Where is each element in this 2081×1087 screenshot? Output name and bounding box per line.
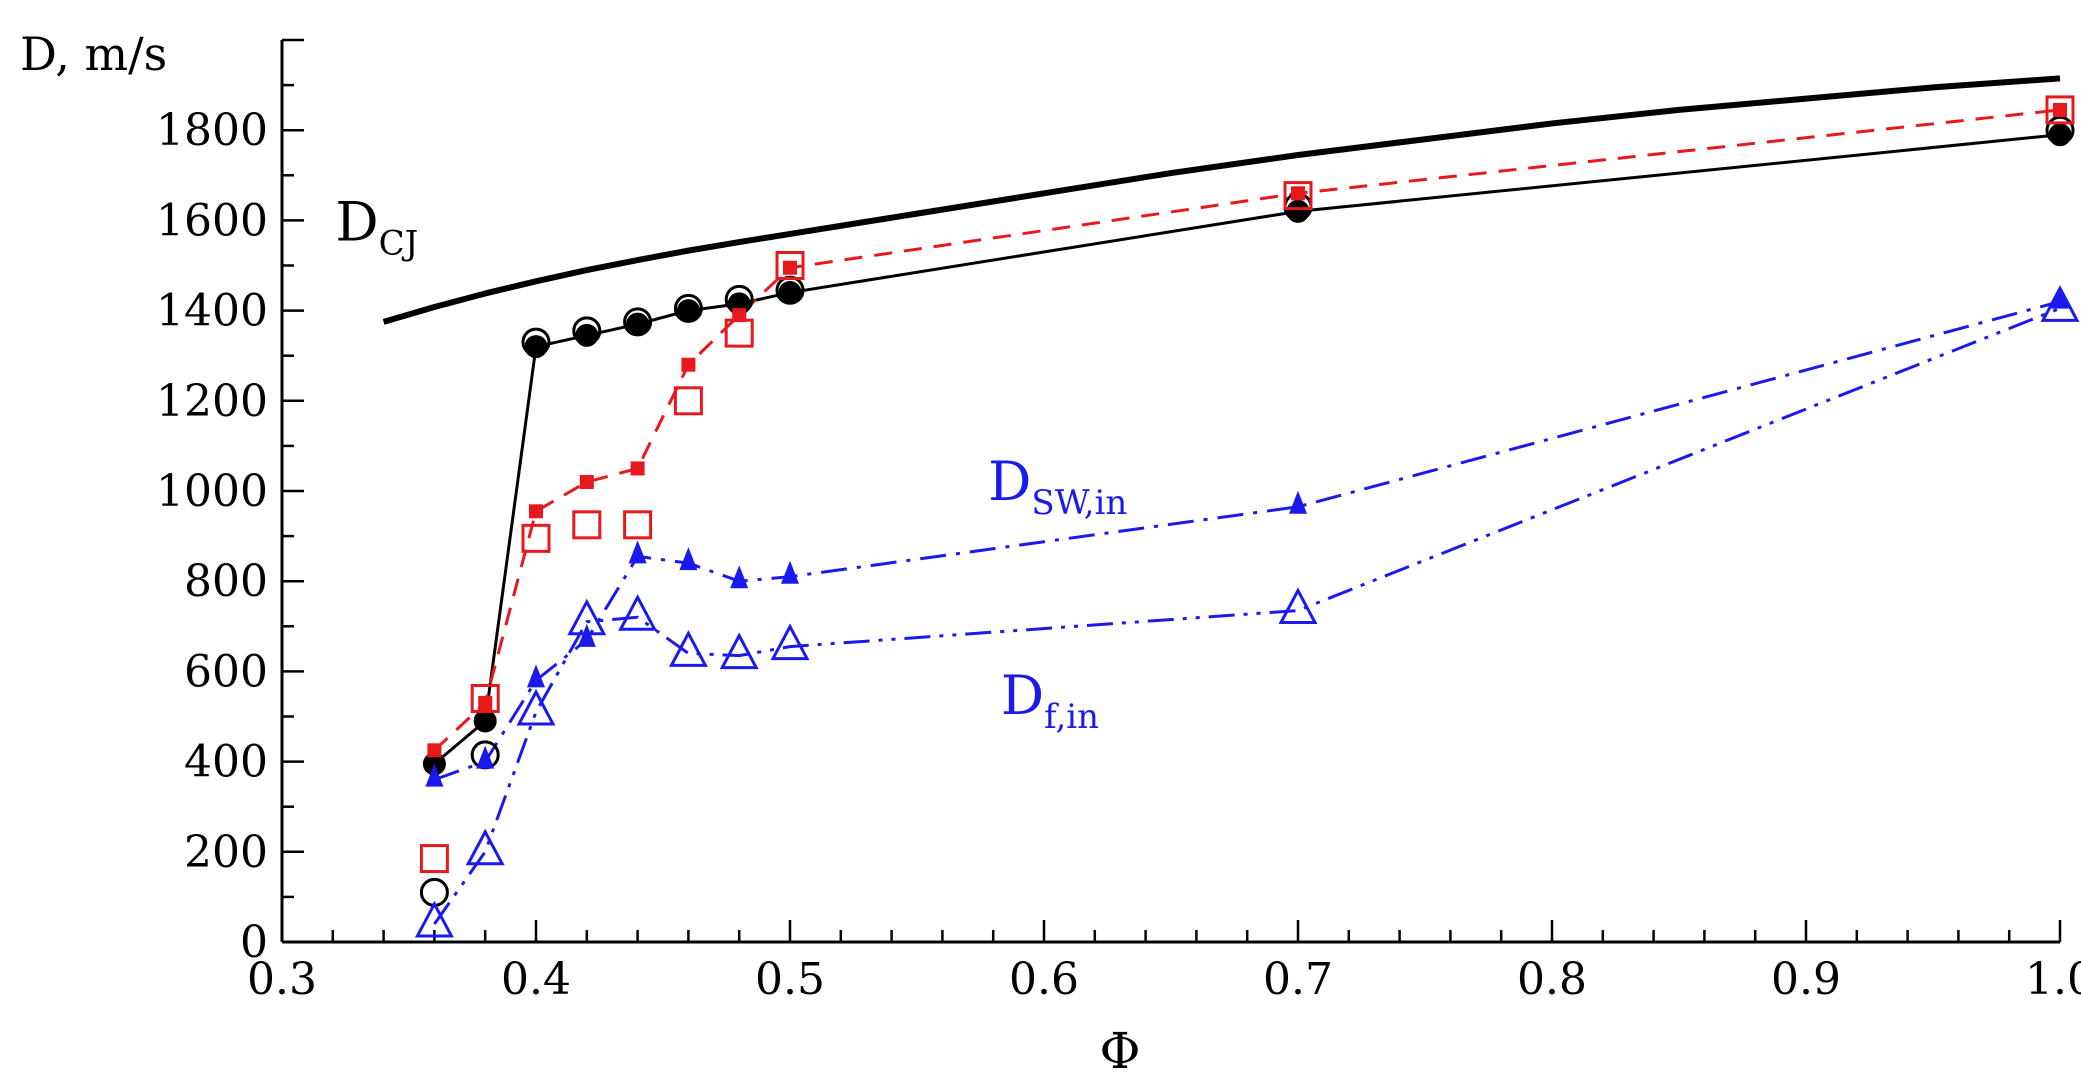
markers-group bbox=[414, 95, 2080, 938]
data-point-open-triangle bbox=[465, 828, 505, 866]
data-point-open-circle bbox=[572, 316, 602, 346]
data-point-open-square bbox=[2045, 95, 2075, 125]
series-line-d-sw-in bbox=[433, 300, 2061, 782]
y-tick-label: 1200 bbox=[156, 376, 268, 427]
data-point-open-circle bbox=[2045, 115, 2075, 145]
annotation-dcj: DCJ bbox=[335, 191, 418, 264]
data-point-open-square bbox=[470, 683, 500, 713]
annotation-dfin-subscript: f,in bbox=[1044, 697, 1099, 737]
data-point-filled-triangle bbox=[2051, 285, 2069, 309]
series-line-d-cj bbox=[382, 75, 2061, 325]
x-tick-label: 0.6 bbox=[1009, 954, 1079, 1005]
data-point-filled-triangle bbox=[628, 540, 647, 564]
annotation-dcj-subscript: CJ bbox=[379, 224, 419, 264]
axes-group: 0 200 400 600 800 1000 1200 1400 1600 1800 0.3 0.4 0… bbox=[156, 38, 2081, 1005]
data-point-filled-triangle bbox=[781, 560, 799, 584]
data-point-filled-triangle bbox=[679, 547, 698, 571]
annotation-dsw: DSW,in bbox=[988, 450, 1127, 523]
y-axis-label: D, m/s bbox=[20, 27, 167, 81]
data-point-open-circle bbox=[623, 307, 653, 337]
series-group bbox=[382, 75, 2061, 925]
data-point-open-triangle bbox=[770, 623, 810, 661]
y-tick-label: 600 bbox=[184, 646, 268, 697]
data-point-filled-square bbox=[427, 743, 442, 758]
data-point-open-triangle bbox=[1278, 587, 1318, 625]
data-point-filled-square bbox=[579, 474, 594, 489]
data-point-filled-square bbox=[681, 357, 696, 372]
series-line-d-f-in bbox=[433, 306, 2061, 925]
data-point-open-triangle bbox=[719, 632, 759, 670]
data-point-open-square bbox=[623, 510, 653, 540]
y-tick-label: 0 bbox=[240, 917, 268, 968]
data-point-filled-triangle bbox=[730, 565, 749, 589]
x-tick-label: 0.3 bbox=[247, 954, 317, 1005]
data-point-filled-square bbox=[2053, 102, 2067, 117]
series-line-red-filled-dashed bbox=[433, 108, 2061, 752]
annotation-dfin-main: D bbox=[1001, 664, 1044, 727]
data-point-filled-triangle bbox=[527, 664, 545, 688]
data-point-open-square bbox=[521, 523, 551, 553]
y-tick-label: 400 bbox=[184, 737, 268, 788]
data-point-filled-square bbox=[1291, 186, 1305, 201]
data-point-open-triangle bbox=[618, 594, 658, 631]
series-line-black-filled-solid bbox=[433, 133, 2061, 766]
data-point-filled-square bbox=[478, 695, 493, 710]
data-point-filled-square bbox=[630, 461, 645, 476]
y-tick-label: 1600 bbox=[156, 195, 268, 246]
data-point-filled-triangle bbox=[425, 763, 444, 787]
y-tick-label: 200 bbox=[184, 827, 268, 878]
data-point-filled-triangle bbox=[577, 623, 596, 647]
y-tick-label: 1400 bbox=[156, 286, 268, 337]
y-tick-label: 800 bbox=[184, 556, 268, 607]
data-point-filled-triangle bbox=[476, 745, 495, 769]
data-point-filled-square bbox=[783, 260, 797, 275]
data-point-open-triangle bbox=[516, 688, 556, 726]
data-point-open-triangle bbox=[2040, 285, 2080, 322]
x-tick-label: 0.7 bbox=[1263, 954, 1333, 1005]
data-point-open-triangle bbox=[668, 630, 708, 667]
data-point-open-square bbox=[419, 844, 449, 874]
data-point-filled-square bbox=[732, 308, 747, 323]
annotation-dcj-main: D bbox=[335, 191, 378, 254]
y-tick-label: 1000 bbox=[156, 466, 268, 517]
data-point-filled-circle bbox=[473, 709, 497, 733]
annotation-dsw-main: D bbox=[988, 450, 1031, 513]
data-point-open-square bbox=[1283, 181, 1313, 211]
x-tick-label: 0.4 bbox=[501, 954, 571, 1005]
annotation-dsw-subscript: SW,in bbox=[1031, 483, 1127, 523]
annotation-dfin: Df,in bbox=[1001, 664, 1099, 737]
x-axis-label: Φ bbox=[1100, 1022, 1141, 1080]
data-point-filled-square bbox=[529, 504, 543, 519]
x-tick-label: 0.9 bbox=[1771, 954, 1841, 1005]
data-point-open-square bbox=[775, 251, 805, 280]
data-point-open-circle bbox=[521, 327, 551, 357]
data-point-open-square bbox=[673, 386, 703, 416]
data-point-open-circle bbox=[673, 293, 703, 323]
data-point-open-square bbox=[572, 510, 602, 540]
data-point-open-triangle bbox=[567, 598, 607, 636]
x-tick-label: 1.0 bbox=[2025, 954, 2081, 1005]
data-point-filled-triangle bbox=[1289, 490, 1307, 514]
data-point-open-triangle bbox=[414, 900, 454, 938]
data-point-open-square bbox=[724, 318, 754, 348]
x-tick-label: 0.5 bbox=[755, 954, 825, 1005]
x-tick-label: 0.8 bbox=[1517, 954, 1587, 1005]
y-tick-label: 1800 bbox=[156, 105, 268, 156]
